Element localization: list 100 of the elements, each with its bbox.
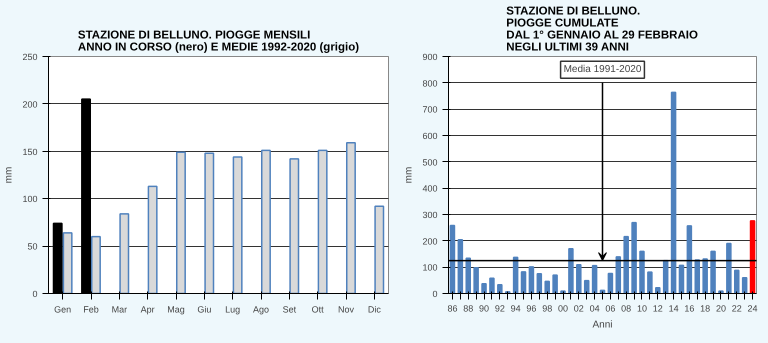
y-tick-label: 400 <box>422 184 438 194</box>
bar <box>678 264 684 294</box>
x-tick-label: Lug <box>225 304 240 314</box>
x-tick-label: Mag <box>167 304 185 314</box>
y-tick-label: 500 <box>422 157 438 168</box>
x-tick-label: 24 <box>748 304 758 314</box>
chart-title: STAZIONE DI BELLUNO. PIOGGE CUMULATE DAL 1° GENNAIO AL 29 FEBBRAIO NEGLI ULTIMI 39 ANNI <box>506 6 698 54</box>
y-tick-label: 300 <box>422 210 438 220</box>
bar <box>655 286 661 294</box>
x-tick-label: Mar <box>112 304 128 314</box>
bar <box>260 150 271 294</box>
bar <box>552 274 558 294</box>
ref-line-label: Media 1991-2020 <box>564 64 642 76</box>
bar <box>148 186 158 294</box>
x-tick-label: 96 <box>526 304 536 314</box>
y-tick-label: 0 <box>432 289 438 299</box>
y-tick-label: 50 <box>27 242 38 252</box>
bar <box>750 220 756 294</box>
y-tick-label: 900 <box>422 52 438 62</box>
bar <box>568 248 574 294</box>
bar <box>710 250 716 294</box>
y-tick-label: 600 <box>422 131 438 141</box>
bar <box>374 206 384 294</box>
x-tick-label: Nov <box>338 304 354 314</box>
y-tick-label: 100 <box>22 194 38 204</box>
x-tick-label: Set <box>282 304 297 314</box>
y-tick-label: 200 <box>22 99 38 110</box>
bar <box>318 150 328 294</box>
bar <box>90 236 101 294</box>
bar <box>623 236 629 294</box>
bar <box>702 258 708 294</box>
bar <box>647 271 653 294</box>
bar <box>734 270 740 294</box>
bar <box>512 256 518 294</box>
x-tick-label: Giu <box>197 304 212 314</box>
bar <box>204 152 214 294</box>
x-tick-label: 98 <box>542 304 552 314</box>
x-tick-label: 10 <box>636 304 647 314</box>
bar <box>536 273 542 294</box>
x-tick-label: 08 <box>621 304 632 314</box>
chart-title: STAZIONE DI BELLUNO. PIOGGE MENSILI ANNO IN CORSO (nero) E MEDIE 1992-2020 (grigio) <box>78 30 360 54</box>
y-tick-label: 200 <box>422 236 438 246</box>
x-tick-label: 20 <box>716 304 726 314</box>
x-tick-label: 92 <box>494 304 505 314</box>
y-tick-label: 700 <box>422 104 438 115</box>
bar <box>592 264 598 294</box>
bar <box>176 152 186 294</box>
bar <box>600 290 606 294</box>
bar <box>576 264 582 294</box>
x-tick-label: 02 <box>574 304 584 314</box>
x-tick-label: 86 <box>447 304 458 314</box>
x-tick-label: Dic <box>368 304 382 314</box>
x-tick-label: Feb <box>83 304 99 314</box>
bar <box>528 266 534 294</box>
y-tick-label: 250 <box>22 52 38 62</box>
y-axis-title: mm <box>403 166 414 184</box>
y-tick-label: 150 <box>22 146 38 157</box>
bar <box>346 142 356 294</box>
bar <box>489 277 495 294</box>
bar <box>584 280 590 294</box>
x-tick-label: 16 <box>684 304 694 314</box>
bar <box>119 213 130 294</box>
x-tick-label: 12 <box>652 304 663 314</box>
bar <box>232 156 243 294</box>
y-axis-title: mm <box>3 166 14 184</box>
bar <box>497 284 503 294</box>
bar <box>726 242 732 294</box>
bar <box>686 225 692 294</box>
x-tick-label: 00 <box>558 304 568 314</box>
x-tick-label: 90 <box>479 304 490 314</box>
x-tick-label: Ott <box>312 304 324 314</box>
x-tick-label: 18 <box>700 304 710 314</box>
bar <box>544 280 550 294</box>
bar <box>520 271 526 294</box>
x-tick-label: Apr <box>140 304 155 314</box>
x-tick-label: 04 <box>590 304 600 314</box>
x-tick-label: 14 <box>668 304 679 314</box>
bar <box>450 224 456 294</box>
x-axis-title: Anni <box>592 320 613 330</box>
x-tick-label: 06 <box>605 304 616 314</box>
bar <box>458 239 464 294</box>
y-tick-label: 100 <box>422 262 438 273</box>
x-tick-label: 22 <box>732 304 742 314</box>
x-tick-label: 94 <box>510 304 521 314</box>
y-tick-label: 800 <box>422 78 438 88</box>
bar <box>639 250 645 294</box>
bar <box>62 232 73 294</box>
x-tick-label: Ago <box>252 304 270 314</box>
bar <box>631 222 637 294</box>
bar <box>465 257 472 294</box>
bar <box>289 158 300 294</box>
bar <box>616 256 622 294</box>
bar <box>481 283 487 294</box>
y-tick-label: 0 <box>32 289 38 299</box>
bar <box>662 260 668 294</box>
bar <box>473 266 479 294</box>
bar <box>694 259 700 294</box>
bar <box>670 92 676 294</box>
x-tick-label: 88 <box>463 304 474 314</box>
bar <box>608 272 614 294</box>
